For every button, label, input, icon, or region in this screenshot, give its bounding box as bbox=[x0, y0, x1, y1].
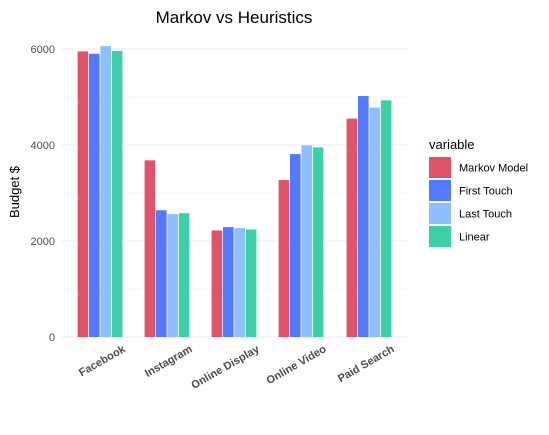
bar-instagram-first-touch bbox=[156, 210, 167, 337]
bar-online-video-markov-model bbox=[278, 180, 290, 337]
legend-key bbox=[429, 180, 451, 201]
bar-online-display-first-touch bbox=[223, 227, 234, 337]
y-axis: 0 2000 4000 6000 bbox=[31, 44, 55, 344]
x-tick-label: Online Video bbox=[264, 343, 328, 387]
y-tick-label: 6000 bbox=[31, 44, 55, 56]
bar-facebook-last-touch bbox=[100, 46, 111, 338]
bar-instagram-last-touch bbox=[167, 214, 178, 337]
bar-online-display-markov-model bbox=[211, 230, 223, 337]
x-tick-label: Online Display bbox=[189, 343, 262, 392]
legend-label: Linear bbox=[459, 232, 490, 244]
bar-facebook-first-touch bbox=[89, 53, 100, 338]
legend-key bbox=[429, 157, 451, 178]
chart-title: Markov vs Heuristics bbox=[156, 8, 313, 27]
y-axis-title: Budget $ bbox=[7, 165, 22, 218]
bar-facebook-linear bbox=[111, 50, 123, 338]
bar-facebook-markov-model bbox=[77, 51, 89, 338]
bar-instagram-markov-model bbox=[144, 160, 156, 337]
bar-online-video-last-touch bbox=[301, 145, 312, 337]
legend-key bbox=[429, 226, 451, 247]
bars-layer bbox=[77, 46, 392, 338]
x-tick-label: Facebook bbox=[77, 343, 128, 380]
bar-online-video-first-touch bbox=[290, 154, 301, 337]
bar-online-display-linear bbox=[245, 229, 257, 337]
y-tick-label: 4000 bbox=[31, 140, 55, 152]
legend-label: Markov Model bbox=[459, 163, 528, 175]
bar-online-video-linear bbox=[312, 147, 324, 337]
legend-label: Last Touch bbox=[459, 209, 512, 221]
x-tick-label: Paid Search bbox=[336, 343, 397, 385]
y-tick-label: 0 bbox=[49, 332, 55, 344]
legend-key bbox=[429, 203, 451, 224]
bar-online-display-last-touch bbox=[234, 228, 245, 337]
y-tick-label: 2000 bbox=[31, 236, 55, 248]
x-tick-label: Instagram bbox=[143, 343, 195, 380]
bar-paid-search-linear bbox=[380, 100, 392, 337]
bar-instagram-linear bbox=[178, 213, 190, 337]
legend-title: variable bbox=[429, 137, 475, 152]
bar-paid-search-last-touch bbox=[369, 107, 380, 337]
legend: Markov Model First Touch Last Touch Linear bbox=[429, 157, 528, 247]
legend-label: First Touch bbox=[459, 186, 513, 198]
bar-paid-search-first-touch bbox=[358, 96, 369, 337]
bar-paid-search-markov-model bbox=[346, 118, 358, 337]
